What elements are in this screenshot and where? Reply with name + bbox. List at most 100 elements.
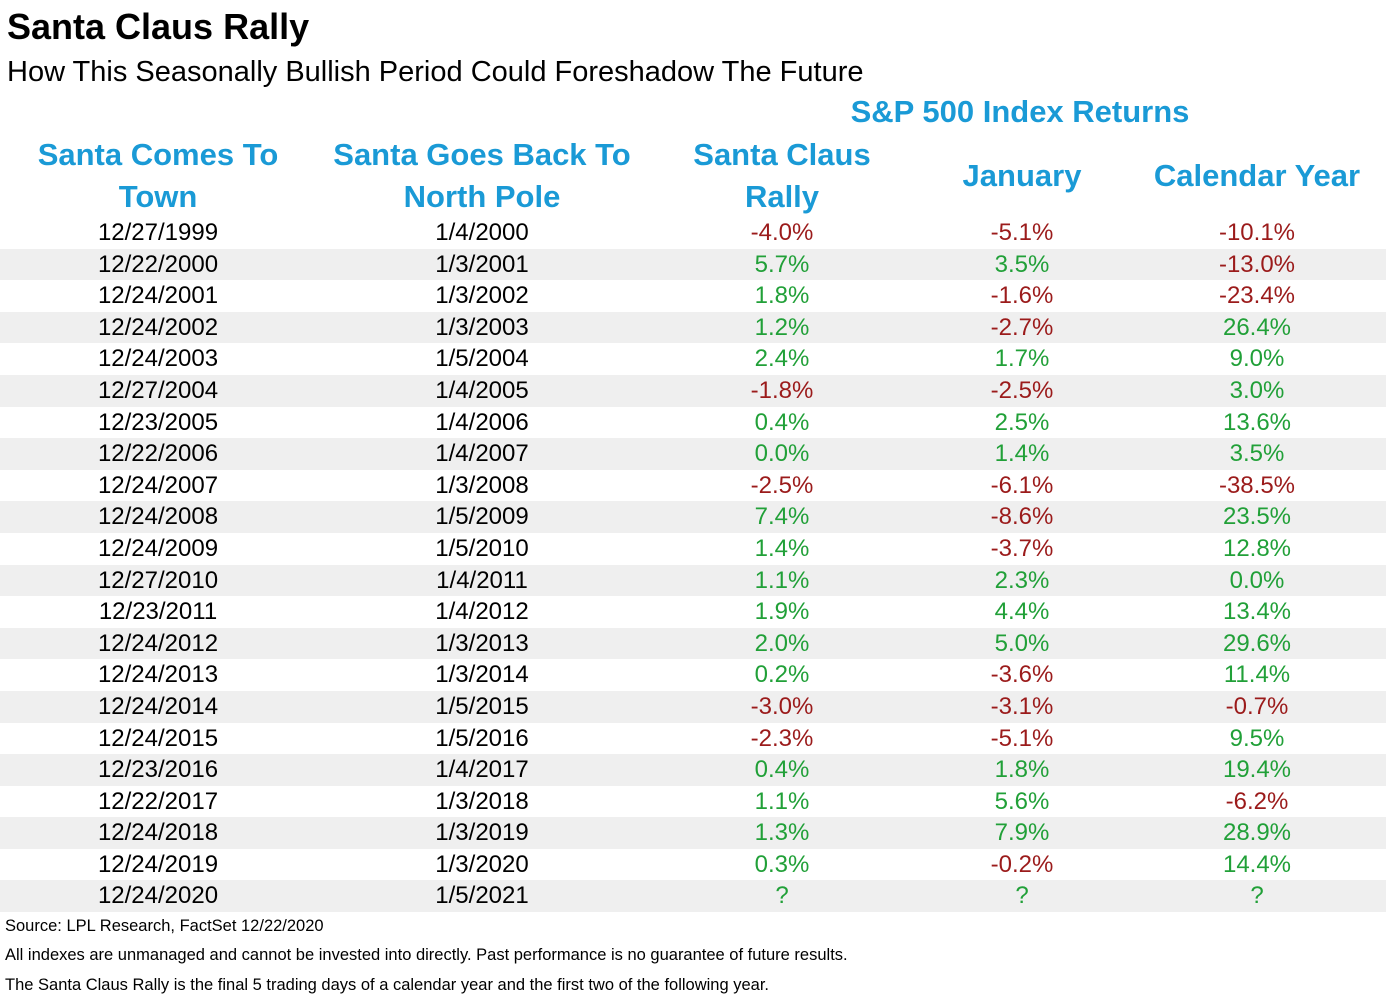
- january-return-cell: 2.3%: [994, 566, 1050, 594]
- rally-return-cell: ?: [775, 882, 789, 910]
- start-date-cell: 12/24/2012: [97, 629, 219, 657]
- rally-return-cell: 1.3%: [754, 819, 810, 847]
- start-date-cell: 12/24/2015: [97, 724, 219, 752]
- end-date-cell: 1/3/2019: [435, 819, 529, 847]
- january-return-cell: 2.5%: [994, 408, 1050, 436]
- chart-title: Santa Claus Rally: [7, 6, 310, 47]
- table-row: 12/24/2001 1/3/2002 1.8% -1.6% -23.4%: [0, 280, 1386, 312]
- start-date-cell: 12/24/2008: [97, 503, 219, 531]
- january-return-cell: 7.9%: [994, 819, 1050, 847]
- start-date-cell: 12/24/2019: [97, 850, 219, 878]
- rally-return-cell: -2.3%: [750, 724, 814, 752]
- column-header-santa-comes-to-town: Santa Comes To Town: [0, 134, 316, 218]
- table-row: 12/23/2005 1/4/2006 0.4% 2.5% 13.6%: [0, 407, 1386, 439]
- table-row: 12/23/2011 1/4/2012 1.9% 4.4% 13.4%: [0, 596, 1386, 628]
- calendar-year-return-cell: 9.5%: [1229, 724, 1285, 752]
- end-date-cell: 1/3/2002: [435, 282, 529, 310]
- january-return-cell: ?: [1015, 882, 1029, 910]
- column-header-santa-goes-back: Santa Goes Back To North Pole: [316, 134, 648, 218]
- start-date-cell: 12/24/2013: [97, 661, 219, 689]
- rally-return-cell: 0.4%: [754, 408, 810, 436]
- end-date-cell: 1/5/2009: [435, 503, 529, 531]
- end-date-cell: 1/4/2007: [435, 440, 529, 468]
- rally-return-cell: 2.0%: [754, 629, 810, 657]
- chart-subtitle: How This Seasonally Bullish Period Could…: [7, 56, 864, 88]
- start-date-cell: 12/23/2005: [97, 408, 219, 436]
- column-header-line: Santa Claus: [693, 137, 871, 172]
- end-date-cell: 1/3/2001: [435, 250, 529, 278]
- start-date-cell: 12/24/2014: [97, 692, 219, 720]
- start-date-cell: 12/27/2010: [97, 566, 219, 594]
- january-return-cell: -5.1%: [990, 724, 1054, 752]
- start-date-cell: 12/22/2017: [97, 787, 219, 815]
- rally-return-cell: 1.1%: [754, 787, 810, 815]
- end-date-cell: 1/3/2014: [435, 661, 529, 689]
- start-date-cell: 12/23/2011: [98, 598, 218, 626]
- table-row: 12/22/2017 1/3/2018 1.1% 5.6% -6.2%: [0, 786, 1386, 818]
- end-date-cell: 1/4/2006: [435, 408, 529, 436]
- calendar-year-return-cell: -38.5%: [1218, 471, 1296, 499]
- january-return-cell: 5.0%: [994, 629, 1050, 657]
- calendar-year-return-cell: 3.0%: [1229, 376, 1285, 404]
- column-header-line: Rally: [744, 179, 820, 214]
- january-return-cell: -2.7%: [990, 313, 1054, 341]
- end-date-cell: 1/4/2012: [435, 598, 529, 626]
- calendar-year-return-cell: 28.9%: [1222, 819, 1292, 847]
- start-date-cell: 12/27/2004: [97, 376, 219, 404]
- january-return-cell: 1.8%: [994, 756, 1050, 784]
- calendar-year-return-cell: 0.0%: [1229, 566, 1285, 594]
- rally-return-cell: 0.4%: [754, 756, 810, 784]
- rally-return-cell: 1.9%: [754, 598, 810, 626]
- table-row: 12/24/2002 1/3/2003 1.2% -2.7% 26.4%: [0, 311, 1386, 344]
- table-row: 12/27/2010 1/4/2011 1.1% 2.3% 0.0%: [0, 564, 1386, 597]
- calendar-year-return-cell: 12.8%: [1222, 534, 1292, 562]
- table-row: 12/24/2009 1/5/2010 1.4% -3.7% 12.8%: [0, 533, 1386, 565]
- table-row: 12/24/2018 1/3/2019 1.3% 7.9% 28.9%: [0, 817, 1386, 849]
- january-return-cell: -3.1%: [990, 692, 1054, 720]
- calendar-year-return-cell: -13.0%: [1218, 250, 1296, 278]
- table-row: 12/22/2006 1/4/2007 0.0% 1.4% 3.5%: [0, 438, 1386, 470]
- rally-return-cell: -2.5%: [750, 471, 814, 499]
- definition-note: The Santa Claus Rally is the final 5 tra…: [5, 976, 770, 994]
- end-date-cell: 1/3/2018: [435, 787, 529, 815]
- rally-return-cell: 1.1%: [754, 566, 810, 594]
- calendar-year-return-cell: -0.7%: [1225, 692, 1289, 720]
- end-date-cell: 1/4/2005: [435, 376, 529, 404]
- rally-return-cell: 1.8%: [754, 282, 810, 310]
- end-date-cell: 1/5/2015: [435, 692, 529, 720]
- january-return-cell: 1.7%: [994, 345, 1050, 373]
- calendar-year-return-cell: 29.6%: [1222, 629, 1292, 657]
- january-return-cell: -3.6%: [990, 661, 1054, 689]
- end-date-cell: 1/4/2017: [435, 756, 529, 784]
- table-row: 12/24/2007 1/3/2008 -2.5% -6.1% -38.5%: [0, 470, 1386, 502]
- column-header-line: Town: [118, 179, 198, 214]
- calendar-year-return-cell: 14.4%: [1222, 850, 1292, 878]
- january-return-cell: -1.6%: [990, 282, 1054, 310]
- january-return-cell: 4.4%: [994, 598, 1050, 626]
- group-header-sp500-returns: S&P 500 Index Returns: [850, 94, 1190, 129]
- table-row: 12/24/2008 1/5/2009 7.4% -8.6% 23.5%: [0, 501, 1386, 533]
- start-date-cell: 12/23/2016: [97, 756, 219, 784]
- start-date-cell: 12/24/2009: [97, 534, 219, 562]
- column-header-calendar-year: Calendar Year: [1128, 134, 1386, 218]
- january-return-cell: -8.6%: [990, 503, 1054, 531]
- end-date-cell: 1/5/2010: [435, 534, 529, 562]
- calendar-year-return-cell: -6.2%: [1225, 787, 1289, 815]
- start-date-cell: 12/24/2002: [97, 313, 219, 341]
- calendar-year-return-cell: 26.4%: [1222, 313, 1292, 341]
- end-date-cell: 1/4/2011: [436, 566, 528, 594]
- calendar-year-return-cell: 13.6%: [1222, 408, 1292, 436]
- table-row: 12/24/2020 1/5/2021???: [0, 880, 1386, 913]
- end-date-cell: 1/5/2004: [435, 345, 529, 373]
- calendar-year-return-cell: 11.4%: [1223, 661, 1291, 689]
- end-date-cell: 1/3/2008: [435, 471, 529, 499]
- end-date-cell: 1/5/2021: [435, 882, 529, 910]
- column-header-line: North Pole: [403, 179, 561, 214]
- end-date-cell: 1/5/2016: [435, 724, 529, 752]
- table-row: 12/23/2016 1/4/2017 0.4% 1.8% 19.4%: [0, 754, 1386, 786]
- rally-return-cell: 1.2%: [754, 313, 810, 341]
- january-return-cell: -5.1%: [990, 219, 1054, 246]
- column-header-line: Santa Goes Back To: [333, 137, 631, 172]
- end-date-cell: 1/3/2003: [435, 313, 529, 341]
- calendar-year-return-cell: 19.4%: [1222, 756, 1292, 784]
